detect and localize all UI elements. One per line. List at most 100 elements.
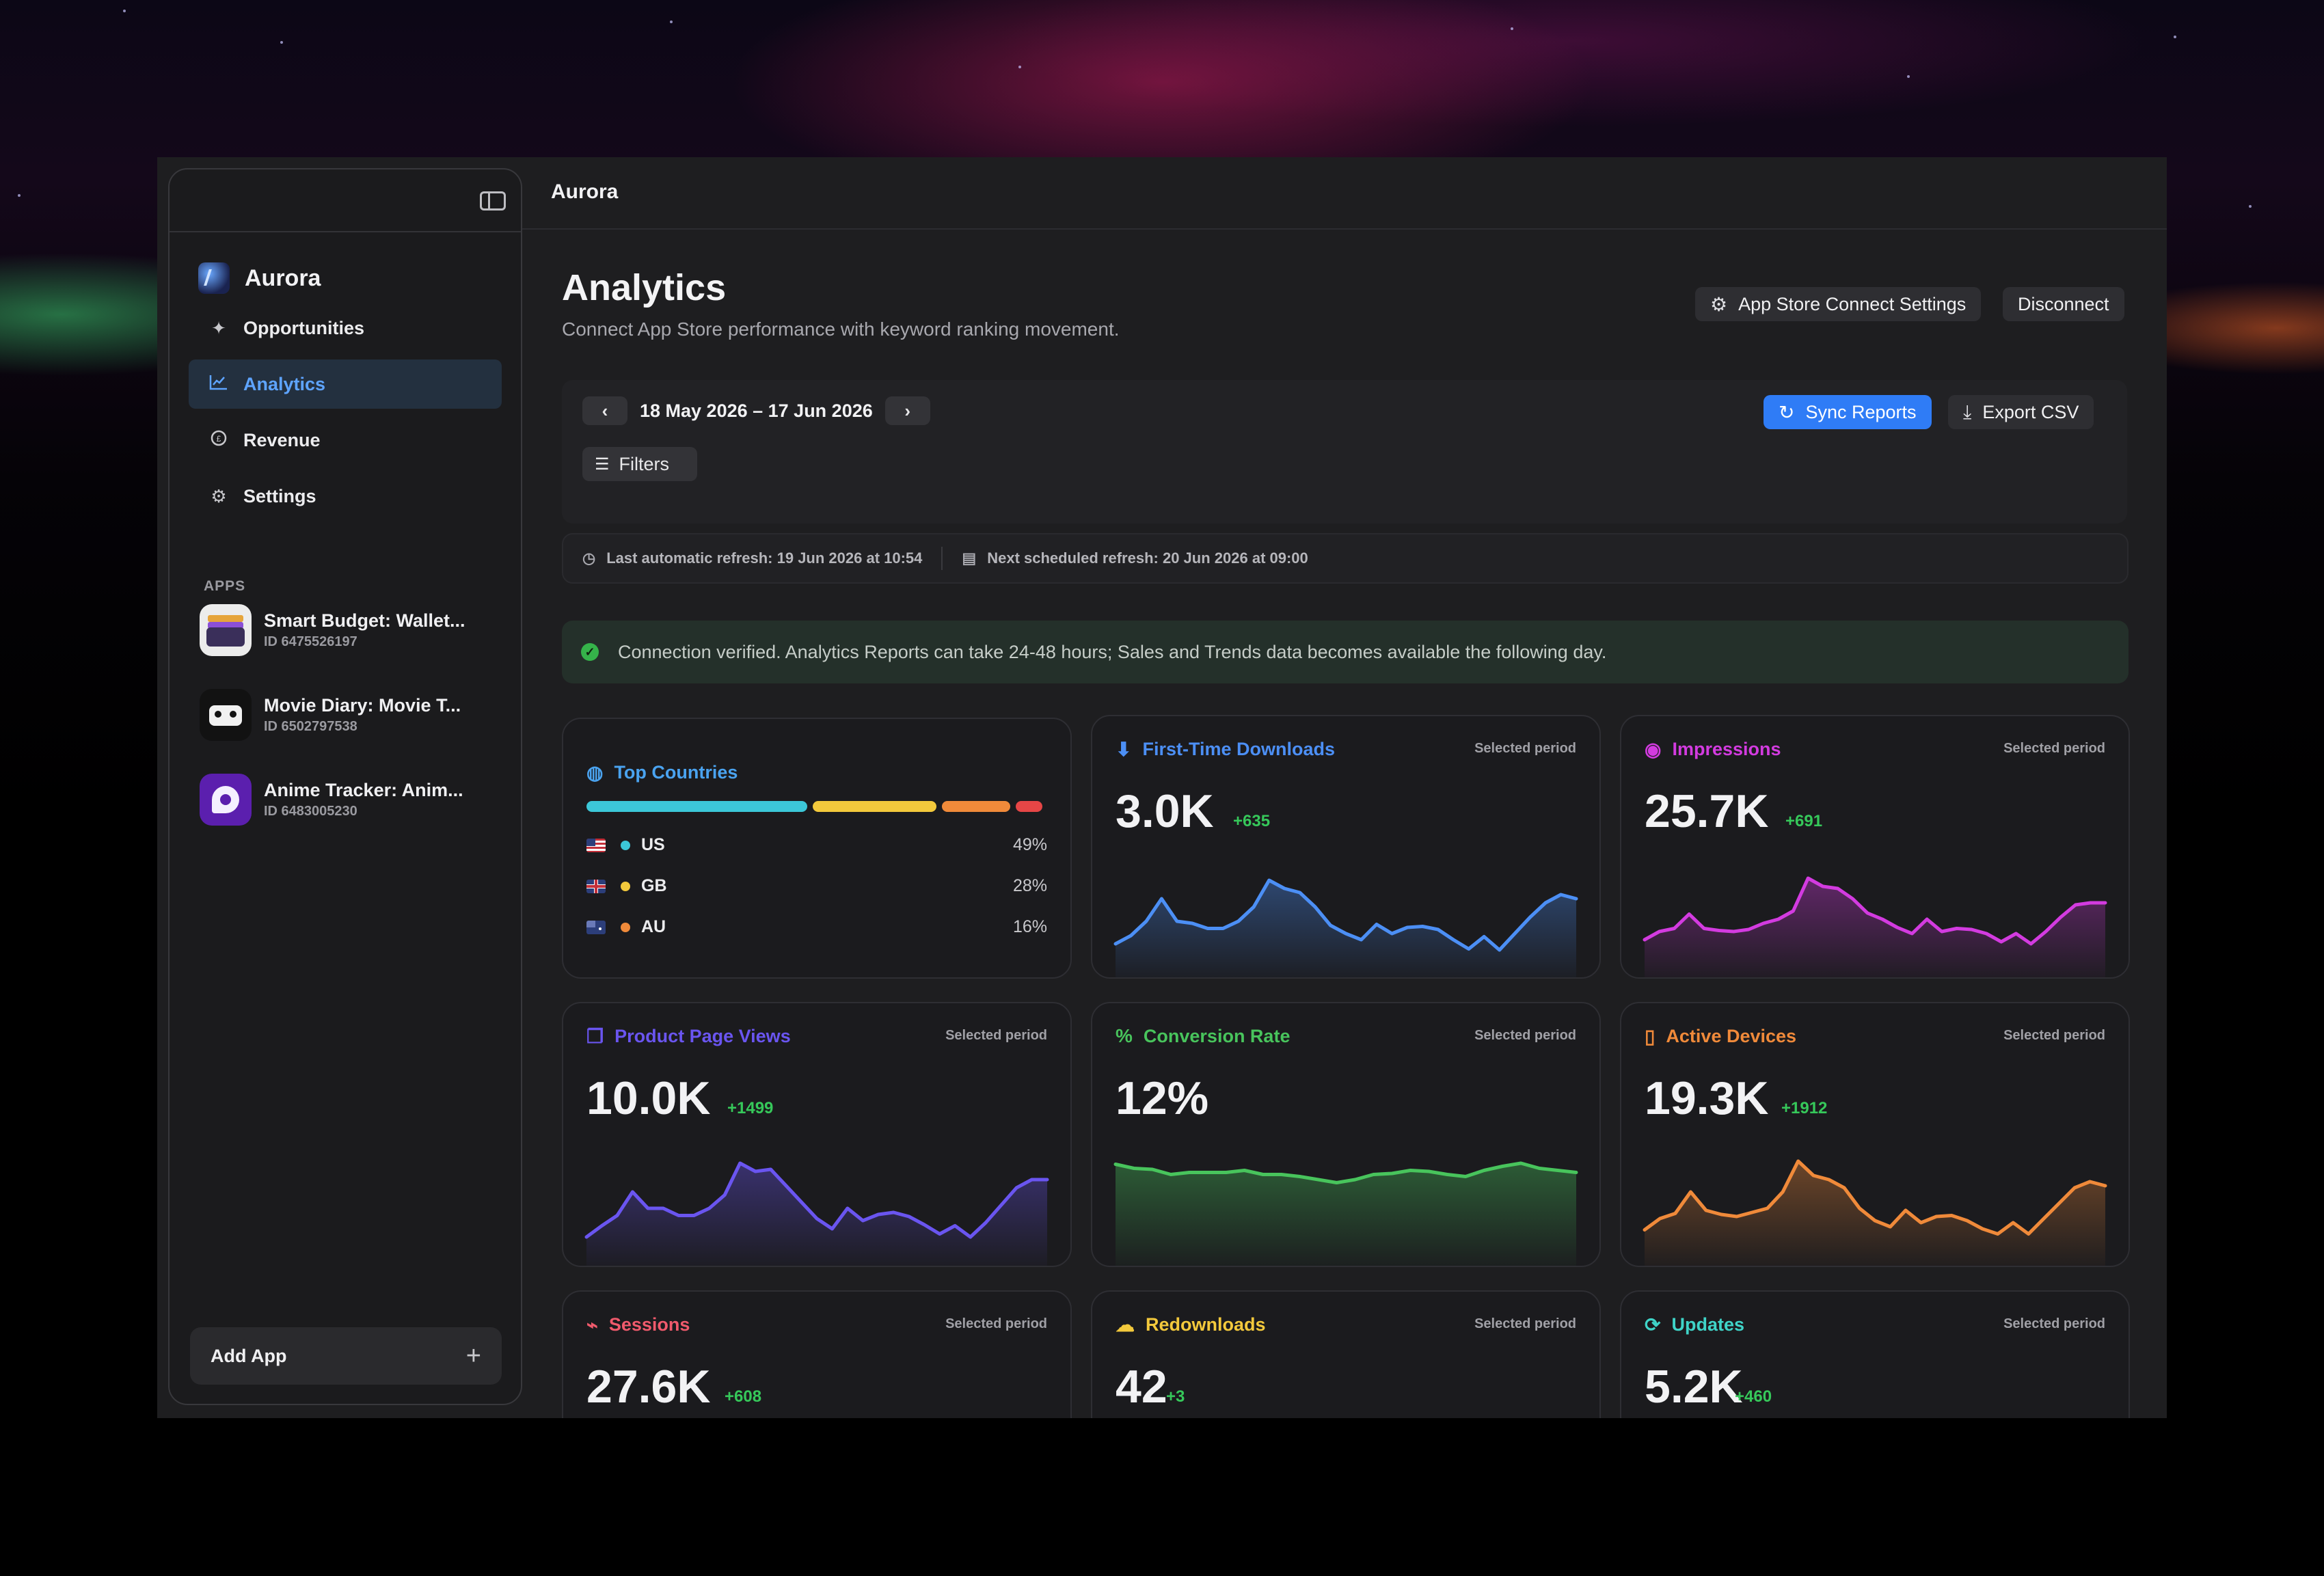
- apps-section-header: APPS: [204, 578, 246, 594]
- us-flag-icon: [586, 838, 606, 852]
- anime-app-icon: [200, 774, 252, 826]
- sidebar-item-analytics[interactable]: Analytics: [189, 359, 502, 409]
- metric-title: Updates: [1671, 1314, 1744, 1335]
- coin-icon: £: [198, 429, 239, 452]
- sidebar-item-opportunities[interactable]: ✦ Opportunities: [189, 303, 502, 353]
- sidebar-item-label: Settings: [243, 485, 316, 506]
- page-title: Analytics: [562, 267, 727, 308]
- export-icon: ⤓: [1963, 400, 1972, 422]
- metric-value: 10.0K: [586, 1072, 711, 1124]
- download-icon: ⬇: [1116, 739, 1132, 760]
- sidebar-toggle-icon[interactable]: [480, 191, 506, 210]
- country-code: AU: [641, 917, 666, 936]
- refresh-icon: ↻: [1779, 401, 1795, 423]
- globe-icon: ◍: [586, 762, 604, 783]
- updates-card[interactable]: ⟳ Updates Selected period 5.2K +460: [1620, 1290, 2130, 1418]
- app-id: ID 6502797538: [264, 719, 357, 734]
- date-range-navigator: ‹ 18 May 2026 – 17 Jun 2026 ›: [582, 396, 930, 425]
- disconnect-button[interactable]: Disconnect: [2003, 287, 2124, 321]
- next-refresh-text: Next scheduled refresh: 20 Jun 2026 at 0…: [987, 549, 1308, 567]
- redownloads-card[interactable]: ☁ Redownloads Selected period 42 +3: [1091, 1290, 1601, 1418]
- add-app-button[interactable]: Add App +: [190, 1327, 502, 1385]
- calendar-icon: ▤: [962, 549, 977, 567]
- pages-icon: ❐: [586, 1026, 604, 1047]
- country-row-gb: GB 28%: [586, 876, 1047, 896]
- sparkline-area: [1645, 878, 2105, 977]
- metric-delta: +1912: [1781, 1099, 1828, 1117]
- legend-dot: [621, 881, 630, 891]
- wallet-app-icon: [200, 604, 252, 656]
- sync-reports-label: Sync Reports: [1805, 401, 1917, 422]
- sync-icon: ⟳: [1645, 1314, 1661, 1335]
- legend-dot: [621, 922, 630, 932]
- title-bar: Aurora: [522, 157, 2167, 230]
- app-item-anime-tracker[interactable]: Anime Tracker: Anim... ID 6483005230: [200, 774, 463, 826]
- previous-period-button[interactable]: ‹: [582, 396, 627, 425]
- period-label: Selected period: [1474, 1028, 1576, 1043]
- sparkline-area: [1116, 1163, 1576, 1266]
- gear-icon: ⚙: [211, 485, 227, 506]
- chevron-left-icon: ‹: [602, 400, 608, 421]
- disconnect-button-label: Disconnect: [2018, 293, 2109, 314]
- card-title: ⬇ First-Time Downloads: [1116, 738, 1335, 761]
- country-row-us: US 49%: [586, 835, 1047, 855]
- conversion-rate-card[interactable]: % Conversion Rate Selected period 12%: [1091, 1002, 1601, 1267]
- settings-button-label: App Store Connect Settings: [1738, 293, 1967, 314]
- next-period-button[interactable]: ›: [884, 396, 930, 425]
- aurora-logo-icon: [198, 262, 230, 294]
- sparkline-line: [1113, 878, 1578, 952]
- impressions-card[interactable]: ◉ Impressions Selected period 25.7K +691: [1620, 715, 2130, 979]
- app-name: Movie Diary: Movie T...: [264, 695, 461, 716]
- period-label: Selected period: [1474, 1316, 1576, 1331]
- metric-title: Redownloads: [1146, 1314, 1266, 1335]
- sparkle-icon: ✦: [211, 317, 226, 338]
- sparkline-area: [1645, 1161, 2105, 1266]
- percent-icon: %: [1116, 1025, 1133, 1046]
- sparkline-line: [584, 1161, 1049, 1239]
- sparkline-chart: [1113, 1161, 1578, 1266]
- plus-icon: +: [465, 1341, 481, 1370]
- country-percent: 49%: [1012, 835, 1047, 854]
- active-devices-card[interactable]: ▯ Active Devices Selected period 19.3K +…: [1620, 1002, 2130, 1267]
- countries-share-bar: [586, 801, 1048, 812]
- connection-status-banner: ✓ Connection verified. Analytics Reports…: [562, 621, 2129, 683]
- sync-reports-button[interactable]: ↻ Sync Reports: [1764, 395, 1932, 429]
- sparkline-line: [1643, 876, 2107, 946]
- metric-title: Conversion Rate: [1143, 1025, 1291, 1046]
- metric-title: Sessions: [608, 1314, 690, 1335]
- filters-label: Filters: [619, 453, 670, 474]
- sidebar-item-settings[interactable]: ⚙ Settings: [189, 472, 502, 521]
- pulse-icon: ⌁: [586, 1314, 598, 1335]
- app-store-connect-settings-button[interactable]: ⚙ App Store Connect Settings: [1695, 287, 1982, 321]
- gb-flag-icon: [586, 879, 606, 893]
- chevron-right-icon: ›: [904, 400, 911, 421]
- first-time-downloads-card[interactable]: ⬇ First-Time Downloads Selected period 3…: [1091, 715, 1601, 979]
- period-label: Selected period: [1474, 741, 1576, 756]
- page-subtitle: Connect App Store performance with keywo…: [562, 318, 1120, 340]
- sidebar-top-bar: [170, 169, 521, 232]
- card-title: ☁ Redownloads: [1116, 1314, 1266, 1336]
- refresh-info-bar: ◷ Last automatic refresh: 19 Jun 2026 at…: [562, 533, 2129, 584]
- filter-icon: ☰: [595, 454, 610, 474]
- legend-dot: [621, 840, 630, 850]
- app-item-smart-budget[interactable]: Smart Budget: Wallet... ID 6475526197: [200, 604, 465, 656]
- svg-text:£: £: [217, 434, 221, 444]
- sessions-card[interactable]: ⌁ Sessions Selected period 27.6K +608: [562, 1290, 1072, 1418]
- period-label: Selected period: [945, 1028, 1047, 1043]
- add-app-label: Add App: [211, 1345, 287, 1366]
- period-label: Selected period: [945, 1316, 1047, 1331]
- app-id: ID 6483005230: [264, 804, 357, 819]
- sparkline-area: [586, 1163, 1047, 1266]
- sidebar-item-revenue[interactable]: £ Revenue: [189, 416, 502, 465]
- metric-value: 5.2K: [1645, 1361, 1743, 1413]
- metric-title: Active Devices: [1666, 1026, 1797, 1046]
- app-item-movie-diary[interactable]: Movie Diary: Movie T... ID 6502797538: [200, 689, 461, 741]
- filters-button[interactable]: ☰ Filters: [582, 447, 697, 481]
- metric-delta: +460: [1735, 1387, 1772, 1406]
- product-page-views-card[interactable]: ❐ Product Page Views Selected period 10.…: [562, 1002, 1072, 1267]
- export-csv-button[interactable]: ⤓ Export CSV: [1948, 395, 2094, 429]
- share-segment-gb: [813, 801, 936, 812]
- card-title: ◉ Impressions: [1645, 738, 1781, 761]
- au-flag-icon: [586, 920, 606, 934]
- metric-value: 42: [1116, 1361, 1167, 1413]
